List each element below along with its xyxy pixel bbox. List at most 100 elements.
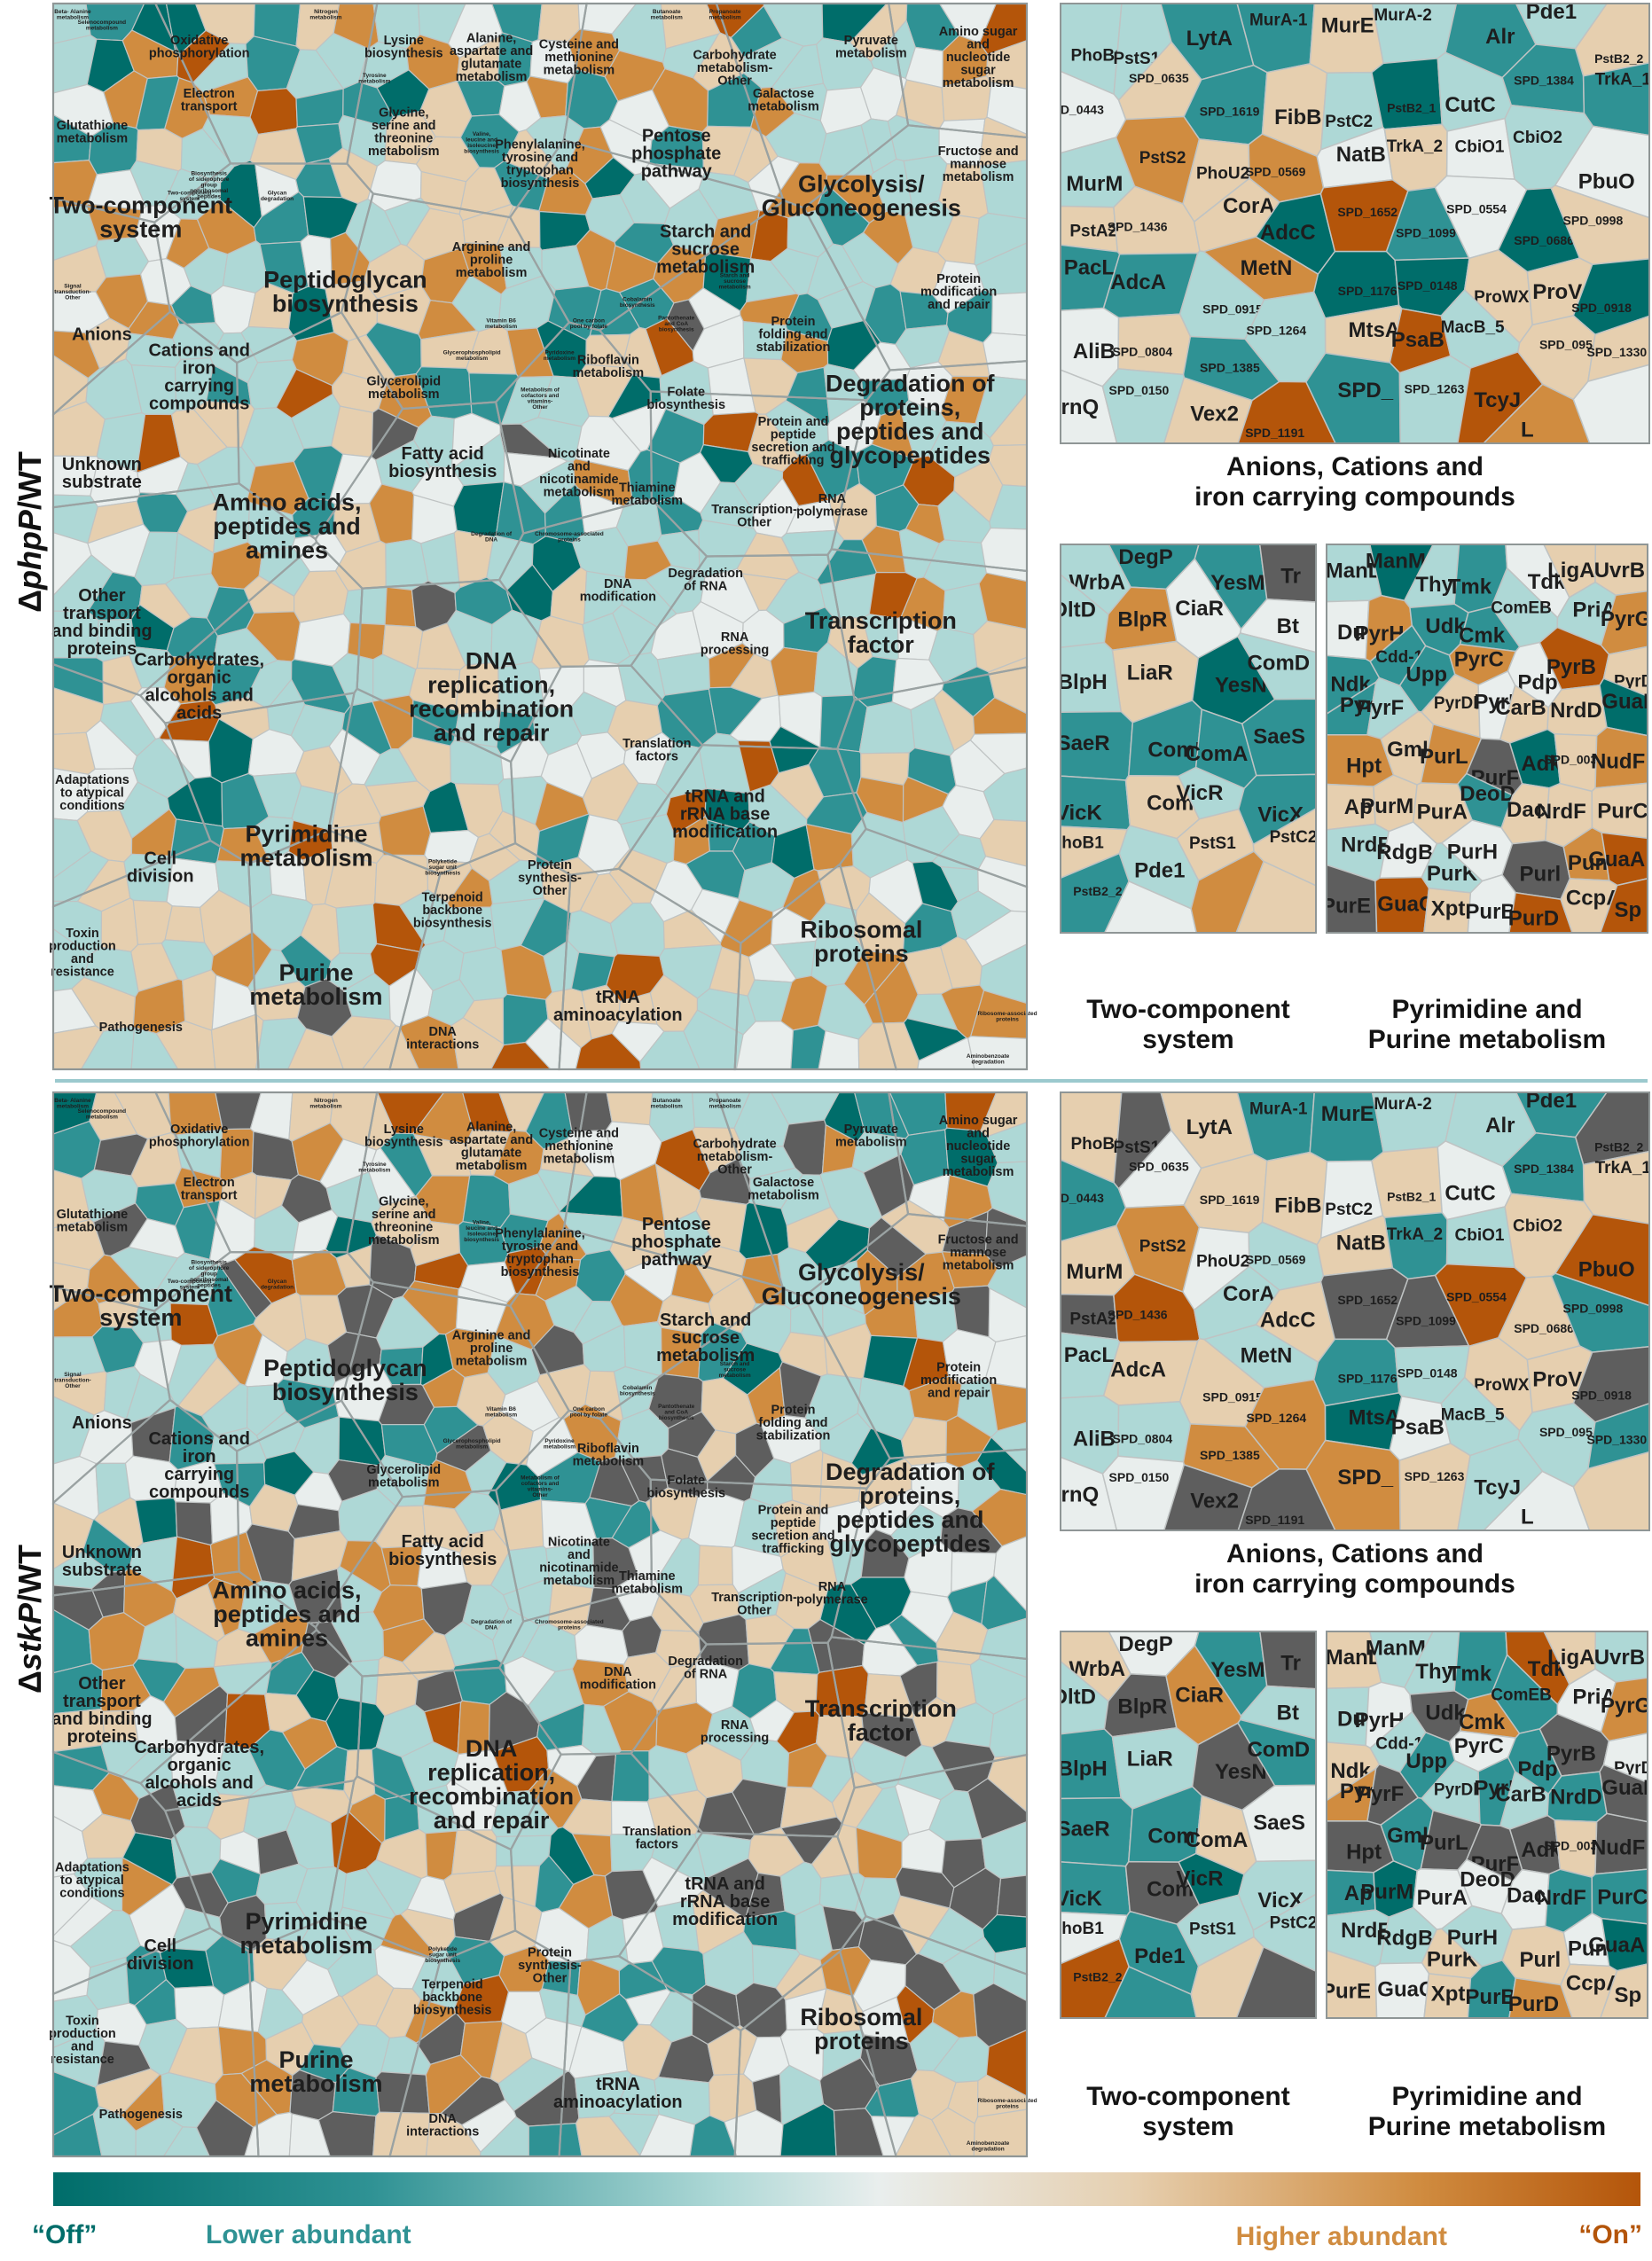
protein-label-brnq: BrnQ	[1045, 395, 1099, 419]
category-label-transcription-other: Transcription-Other	[711, 503, 797, 530]
category-label-propanoate-metabolism: Propanoate metabolism	[709, 1098, 741, 1110]
protein-label-mure: MurE	[1321, 13, 1374, 37]
legend-off-label: “Off”	[32, 2220, 97, 2249]
protein-cell	[611, 1750, 650, 1803]
protein-label-spd-0804: SPD_0804	[1112, 1432, 1172, 1446]
protein-label-coma: ComA	[1186, 742, 1249, 766]
protein-label-brnq: BrnQ	[1045, 1483, 1099, 1506]
category-label-rna-processing: RNA processing	[701, 630, 769, 658]
category-label-thiamine-metabolism: Thiamine metabolism	[611, 1569, 683, 1597]
protein-label-pde1: Pde1	[1526, 0, 1577, 24]
protein-label-bt: Bt	[1277, 1701, 1299, 1725]
protein-label-spd-1652: SPD_1652	[1337, 205, 1398, 219]
protein-label-saes: SaeS	[1253, 1811, 1305, 1835]
protein-label-hpt: Hpt	[1346, 755, 1382, 778]
category-label-cations-and-iron-carrying-compounds: Cations and iron carrying compounds	[148, 341, 249, 414]
category-label-glycerolipid-metabolism: Glycerolipid metabolism	[366, 375, 441, 403]
protein-cell	[134, 1497, 178, 1545]
category-label-carbohydrate-metabolism-other: Carbohydrate metabolism-Other	[693, 1138, 776, 1177]
protein-label-prov: ProV	[1532, 280, 1582, 304]
protein-label-pstc2: PstC2	[1270, 828, 1318, 847]
protein-label-comd: ComD	[1247, 1738, 1310, 1762]
category-label-adaptations-to-atypical-conditions: Adaptations to atypical conditions	[55, 773, 129, 813]
protein-label-spd-1436: SPD_1436	[1108, 1307, 1168, 1321]
protein-label-spd-1385: SPD_1385	[1200, 360, 1260, 374]
protein-label-macb-5: MacB_5	[1441, 318, 1505, 337]
category-label-pyridoxine-metabolism: Pyridoxine metabolism	[544, 1438, 575, 1451]
zoom-protein-cell	[1600, 878, 1648, 933]
protein-label-tr: Tr	[1280, 1651, 1301, 1675]
category-label-carbohydrates-organic-alcohols-and-acids: Carbohydrates, organic alcohols and acids	[134, 1738, 264, 1811]
protein-label-alr: Alr	[1485, 25, 1515, 49]
protein-label-spd-0554: SPD_0554	[1446, 201, 1507, 215]
protein-label-phou2: PhoU2	[1196, 1253, 1249, 1271]
category-label-two-component-system: Two-component system	[168, 190, 213, 202]
protein-label-pde1: Pde1	[1526, 1089, 1577, 1113]
protein-label-spd-1263: SPD_1263	[1405, 1469, 1465, 1483]
protein-label-pstc2: PstC2	[1270, 1913, 1318, 1932]
category-label-rna-processing: RNA processing	[701, 1718, 769, 1746]
protein-label-saer: SaeR	[1057, 1818, 1110, 1842]
protein-label-pde1: Pde1	[1134, 858, 1185, 882]
protein-label-nrde: NrdE	[1341, 1919, 1391, 1943]
protein-label-vex2: Vex2	[1190, 402, 1239, 426]
protein-label-murm: MurM	[1066, 172, 1123, 196]
category-label-starch-and-sucrose-metabolism: Starch and sucrose metabolism	[719, 1361, 751, 1379]
protein-label-cbio2: CbiO2	[1513, 129, 1562, 147]
zoom-protein-cell	[1241, 698, 1316, 777]
protein-label-cutc: CutC	[1445, 1181, 1495, 1205]
protein-label-spd-0443: SPD_0443	[1044, 1191, 1104, 1205]
protein-label-tmk: Tmk	[1448, 1662, 1492, 1686]
protein-label-spd-0998: SPD_0998	[1563, 1302, 1624, 1316]
category-label-cobalamin-biosynthesis: Cobalamin biosynthesis	[620, 1385, 655, 1397]
category-label-protein-folding-and-stabilization: Protein folding and stabilization	[756, 1404, 831, 1443]
category-label-phenylalanine-tyrosine-and-tryptophan-biosynthesis: Phenylalanine, tyrosine and tryptophan bios…	[495, 138, 585, 192]
category-label-cysteine-and-methionine-metabolism: Cysteine and methionine metabolism	[539, 1127, 619, 1167]
protein-label-pacl: PacL	[1064, 255, 1115, 279]
protein-label-psts1: PstS1	[1189, 834, 1236, 853]
category-label-valine-leucine-and-isoleucine-biosynthesis: Valine, leucine and isoleucine biosynthesis	[464, 1220, 499, 1244]
protein-label-pstc2: PstC2	[1325, 1201, 1373, 1219]
protein-cell	[770, 763, 825, 820]
protein-label-psab: PsaB	[1391, 1416, 1445, 1440]
protein-label-spd-1384: SPD_1384	[1514, 1162, 1574, 1176]
protein-label-pyrf: PyrF	[1357, 696, 1404, 720]
category-labels: Nitrogen metabolism Butanoate metabolism Pro…	[49, 1098, 1037, 2153]
category-label-protein-modification-and-repair: Protein modification and repair	[920, 1361, 997, 1401]
protein-label-spd-0554: SPD_0554	[1446, 1289, 1507, 1303]
protein-label-purc: PurC	[1597, 800, 1648, 824]
protein-label-adcc: AdcC	[1260, 1309, 1316, 1333]
category-label-peptidoglycan-biosynthesis: Peptidoglycan biosynthesis	[263, 267, 427, 317]
protein-label-alib: AliB	[1073, 1428, 1116, 1451]
protein-label-guac: GuaC	[1377, 1978, 1434, 2002]
protein-label-adk: Adk	[1521, 1838, 1562, 1862]
protein-label-pyrc: PyrC	[1454, 1734, 1504, 1758]
protein-cell	[996, 1874, 1028, 1918]
protein-label-guab: GuaB	[1601, 690, 1652, 714]
protein-label-liga: LigA	[1547, 1646, 1594, 1670]
protein-label-spd-0150: SPD_0150	[1109, 383, 1170, 397]
legend-gradient-bar	[53, 2172, 1640, 2206]
category-label-aminobenzoate-degradation: Aminobenzoate degradation	[967, 1053, 1010, 1066]
category-label-fatty-acid-biosynthesis: Fatty acid biosynthesis	[388, 444, 497, 481]
category-label-pentose-phosphate-pathway: Pentose phosphate pathway	[631, 126, 721, 181]
category-label-glutathione-metabolism: Glutathione metabolism	[57, 119, 129, 146]
category-label-degradation-of-rna: Degradation of RNA	[668, 1655, 743, 1682]
protein-label-spd-0915: SPD_0915	[1202, 1389, 1263, 1404]
zoom-frame	[1326, 1631, 1648, 2019]
row-labels: ΔphpP/WT ΔstkP/WT	[12, 451, 48, 1694]
protein-label-mura-1: MurA-1	[1249, 1100, 1308, 1119]
category-label-tyrosine-metabolism: Tyrosine metabolism	[358, 73, 390, 85]
protein-label-spd-1191: SPD_1191	[1245, 1513, 1304, 1527]
protein-label-pstc2: PstC2	[1325, 113, 1373, 131]
category-label-pyruvate-metabolism: Pyruvate metabolism	[835, 1123, 907, 1150]
category-label-pantothenate-and-coa-biosynthesis: Pantothenate and CoA biosynthesis	[658, 315, 695, 332]
category-label-vitamin-b6-metabolism: Vitamin B6 metabolism	[485, 318, 517, 331]
protein-label-spd-1436: SPD_1436	[1108, 219, 1168, 233]
category-label-glycine-serine-and-threonine-metabolism: Glycine, serine and threonine metabolism	[368, 106, 440, 160]
protein-cell	[690, 888, 740, 944]
protein-label-pura: PurA	[1417, 1886, 1468, 1910]
